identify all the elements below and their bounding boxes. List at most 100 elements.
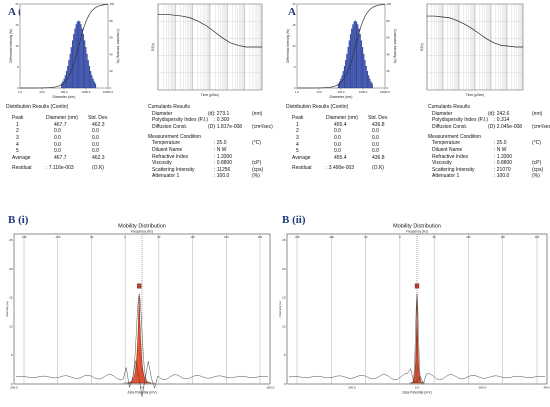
x2-tick-label: -100	[329, 235, 335, 239]
x-axis-label: Diameter (nm)	[330, 95, 353, 99]
distribution-bar	[76, 21, 78, 89]
x2-tick-label: 0	[124, 235, 126, 239]
peak-diameter: 455.4	[334, 121, 347, 128]
distribution-bar	[370, 81, 372, 89]
distribution-bar	[82, 34, 84, 89]
correlation-curve	[158, 13, 262, 48]
condition-label: Diluent Name	[152, 146, 183, 153]
y-tick-label: 5	[17, 65, 19, 69]
peak-std-dev: 0.0	[92, 148, 99, 155]
x2-tick-label: 200	[535, 235, 540, 239]
distribution-bar	[68, 60, 70, 89]
peak-std-dev: 0.0	[92, 135, 99, 141]
residual-value: : 7.116e-003	[46, 164, 74, 171]
condition-label: Temperature	[432, 140, 461, 147]
cumulant-value: : 2.045e-008	[494, 123, 523, 130]
condition-value: : 0.8800	[214, 160, 233, 167]
x2-tick-label: -150	[21, 235, 27, 239]
distribution-bar	[84, 40, 86, 89]
correlation-chart-a1: Time (µSec) G2(τ)	[151, 3, 263, 97]
peak-diameter: 0.0	[54, 128, 61, 135]
cumulative-curve	[297, 4, 386, 89]
y-axis-label: Intensity (a)	[5, 301, 9, 317]
y2-tick-label: 100	[110, 2, 115, 6]
baseline-curve	[15, 360, 269, 397]
y-axis-label: G2(τ)	[420, 43, 424, 51]
col-header-std: Std. Dev.	[88, 115, 109, 122]
x-tick-label: 100.0	[61, 90, 68, 94]
condition-label: Scattering Intensity	[152, 166, 195, 173]
distribution-bar	[337, 83, 339, 89]
y2-tick-label: 80	[110, 19, 114, 23]
distribution-bars	[337, 20, 373, 89]
cumulant-label: Diameter	[432, 110, 453, 117]
distribution-bar	[94, 83, 97, 89]
cumulants-title: Cumulants Results	[428, 104, 470, 110]
cumulant-symbol: (d)	[208, 110, 215, 117]
y2-tick-label: 100	[387, 2, 392, 6]
distribution-bar	[366, 71, 368, 89]
peak-std-dev: 0.0	[372, 141, 379, 148]
peak-std-dev: 0.0	[372, 148, 379, 155]
peak-number: 4	[296, 141, 299, 148]
condition-value: : 100.0	[214, 173, 230, 180]
baseline-curve	[288, 368, 546, 385]
grid-lines	[426, 4, 523, 90]
peak-diameter: 0.0	[334, 148, 341, 155]
y-tick-label: 20	[15, 2, 19, 6]
average-diameter: 455.4	[334, 154, 347, 161]
x-tick-label: 10000.0	[103, 90, 114, 94]
x-axis-label: Zeta Potential (mV)	[127, 391, 156, 395]
cumulant-symbol: (D)	[488, 123, 495, 130]
correlation-curve	[427, 15, 523, 48]
x-axis-label: Time (µSec)	[466, 93, 484, 97]
distribution-bar	[363, 53, 365, 89]
y-tick-label: 20	[282, 267, 286, 271]
distribution-bar	[346, 53, 348, 89]
cumulants-title: Cumulants Results	[148, 104, 190, 110]
cumulant-label: Diffusion Const.	[152, 123, 188, 130]
y2-axis-label: Cumulative Intensity (%)	[393, 29, 397, 64]
distribution-bar	[69, 53, 71, 89]
peak-std-dev: 0.0	[92, 141, 99, 148]
distribution-bar	[88, 66, 91, 89]
cumulant-unit: (nm)	[252, 110, 263, 117]
y-tick-label: 10	[292, 44, 296, 48]
peak-std-dev: 0.0	[372, 128, 379, 135]
distribution-bar	[339, 81, 341, 89]
cumulant-unit: (nm)	[532, 110, 543, 117]
chart-title: Mobility Distribution	[393, 224, 441, 230]
y2-tick-label: 40	[387, 52, 391, 56]
distribution-bar	[71, 40, 74, 89]
peak-std-dev: 436.8	[372, 121, 385, 128]
peak-number: 1	[16, 121, 19, 128]
condition-label: Refractive Index	[152, 153, 189, 160]
panel-label-b2: B (ii)	[282, 214, 306, 226]
average-diameter: 467.7	[54, 154, 67, 161]
x-tick-label: 0.0	[140, 386, 145, 390]
x-tick-label: 200.0	[348, 386, 356, 390]
peak-diameter: 0.0	[54, 148, 61, 155]
condition-value: : N W	[214, 146, 227, 153]
distribution-bar	[357, 24, 359, 89]
residual-status: (O.K)	[372, 164, 384, 171]
y-tick-label: 25	[282, 238, 286, 242]
condition-unit: (cps)	[532, 166, 544, 173]
x-tick-label: 10.0	[39, 90, 45, 94]
x-tick-label: 10000.0	[380, 90, 391, 94]
y-tick-label: 20	[9, 267, 13, 271]
x-tick-label: 1000.0	[82, 90, 91, 94]
y2-tick-label: 40	[110, 52, 114, 56]
x2-axis-label: Frequency (Hz)	[406, 230, 428, 234]
cumulant-unit: (cm²/sec)	[252, 123, 273, 130]
x2-tick-label: 150	[501, 235, 506, 239]
y-axis-label: Differential Intensity (%)	[9, 29, 13, 63]
distribution-bar	[364, 60, 366, 89]
condition-label: Viscosity	[152, 160, 172, 167]
distribution-bar	[348, 40, 350, 89]
average-std-dev: 436.8	[372, 154, 385, 161]
y-tick-label: 20	[292, 2, 296, 6]
condition-label: Temperature	[152, 140, 181, 147]
col-header-peak: Peak	[12, 115, 24, 122]
